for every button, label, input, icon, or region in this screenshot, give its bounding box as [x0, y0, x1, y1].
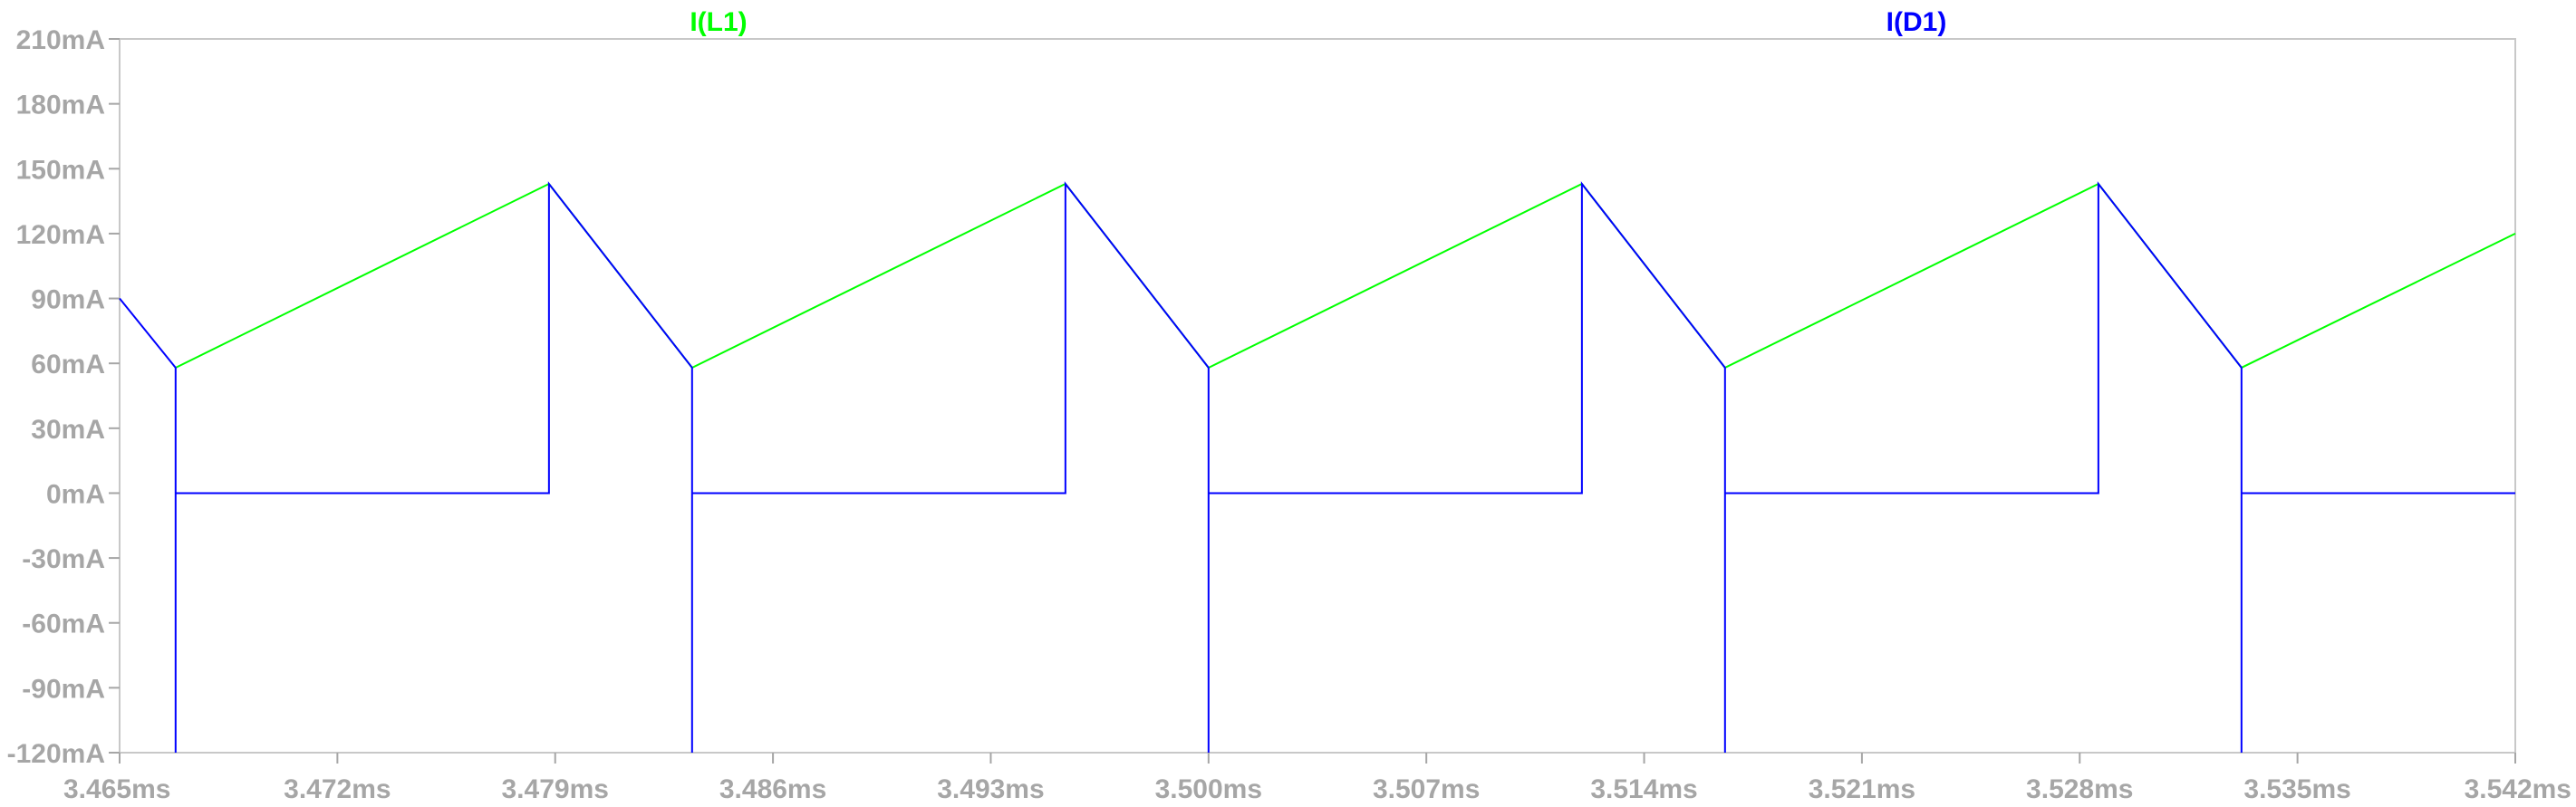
y-tick-label: 60mA [31, 350, 105, 379]
y-tick-label: -30mA [22, 544, 105, 574]
x-tick-label: 3.521ms [1809, 774, 1915, 804]
series-layer [119, 181, 2516, 753]
x-tick-label: 3.500ms [1155, 774, 1262, 804]
plot-area-frame [119, 38, 2516, 754]
y-axis: 210mA 180mA 150mA 120mA 90mA 60mA 30mA 0mA -30mA… [7, 25, 120, 769]
x-tick-label: 3.493ms [937, 774, 1044, 804]
x-axis: 3.465ms 3.472ms 3.479ms 3.486ms 3.493ms 3.500… [63, 753, 2571, 804]
y-tick-label: 30mA [31, 415, 105, 445]
y-tick-label: 210mA [16, 25, 105, 55]
y-tick-label: 90mA [31, 285, 105, 315]
y-tick-label: 120mA [16, 220, 105, 250]
x-tick-label: 3.465ms [63, 774, 170, 804]
x-tick-label: 3.479ms [502, 774, 609, 804]
y-tick-label: -90mA [22, 674, 105, 704]
x-tick-label: 3.542ms [2465, 774, 2571, 804]
x-tick-label: 3.535ms [2243, 774, 2350, 804]
x-tick-label: 3.528ms [2026, 774, 2133, 804]
x-tick-label: 3.507ms [1373, 774, 1480, 804]
y-tick-label: 180mA [16, 91, 105, 120]
x-tick-label: 3.472ms [284, 774, 391, 804]
y-tick-label: 150mA [16, 155, 105, 185]
legend-entry[interactable]: I(L1) [690, 7, 747, 37]
legend-entry[interactable]: I(D1) [1886, 7, 1947, 37]
x-tick-label: 3.514ms [1590, 774, 1697, 804]
series-line-i-l1 [175, 182, 2516, 370]
y-tick-label: -60mA [22, 610, 105, 639]
x-tick-label: 3.486ms [719, 774, 826, 804]
y-tick-label: 0mA [46, 479, 105, 509]
series-line-i-d1 [119, 181, 2515, 753]
legend: I(L1) I(D1) [690, 7, 1946, 37]
y-tick-label: -120mA [7, 739, 105, 769]
